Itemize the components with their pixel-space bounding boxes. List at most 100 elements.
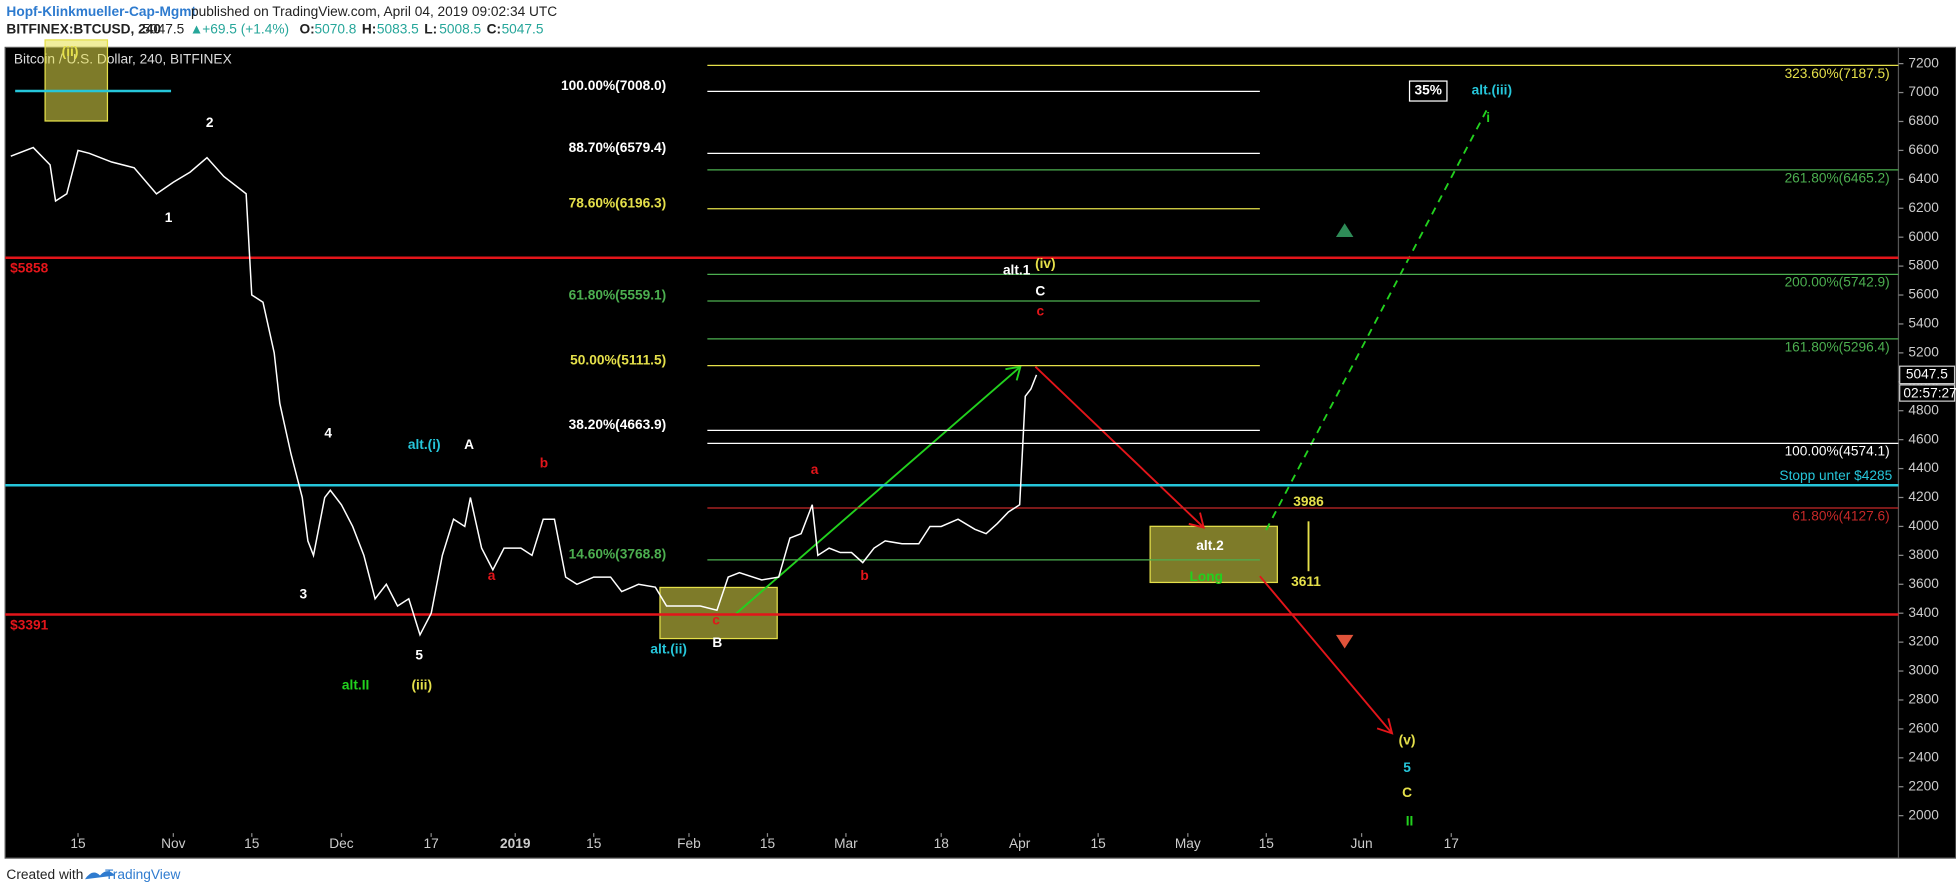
fib-label: 14.60%(3768.8) [569, 546, 667, 561]
price-tag: 5047.5 [1906, 367, 1948, 382]
wave-label: b [540, 456, 548, 471]
wave-label: B [712, 635, 722, 650]
y-tick-label: 2000 [1908, 807, 1939, 822]
y-tick-label: 5800 [1908, 258, 1939, 273]
ohlc-value: 5083.5 [377, 22, 419, 37]
wave-label: alt.II [342, 678, 369, 693]
countdown-box [1899, 384, 1956, 402]
x-tick-label: 18 [934, 836, 950, 851]
brand[interactable]: TradingView [105, 867, 181, 882]
x-tick-label: 2019 [500, 836, 531, 851]
fib-label: 78.60%(6196.3) [569, 195, 667, 210]
y-tick-label: 3000 [1908, 663, 1939, 678]
zone-box [44, 39, 109, 122]
brand-logo [85, 871, 115, 880]
ohlc-value: 5047.5 [502, 22, 544, 37]
ohlc-label: H: [362, 22, 376, 37]
plot: 2000 2200 2400 2600 2800 3000 3200 3400 3600 3800… [5, 44, 1956, 851]
y-tick-label: 5600 [1908, 287, 1939, 302]
x-tick-label: Dec [329, 836, 354, 851]
x-tick-label: 15 [760, 836, 776, 851]
ohlc-label: C: [487, 22, 501, 37]
x-tick-label: Apr [1009, 836, 1031, 851]
wave-label: A [464, 437, 474, 452]
change: +69.5 (+1.4%) [202, 22, 289, 37]
fib-label: 161.80%(5296.4) [1785, 339, 1890, 354]
y-tick-label: 6400 [1908, 171, 1939, 186]
y-tick-label: 6200 [1908, 200, 1939, 215]
wave-label: 1 [165, 210, 173, 225]
y-tick-label: 4200 [1908, 489, 1939, 504]
published: published on TradingView.com, April 04, … [191, 4, 557, 19]
x-tick-label: May [1175, 836, 1201, 851]
wave-label: (v) [1399, 732, 1416, 747]
level-label: Stopp unter $4285 [1779, 468, 1892, 483]
x-tick-label: 17 [424, 836, 439, 851]
wave-label: 3 [299, 587, 307, 602]
y-tick-label: 6600 [1908, 142, 1939, 157]
created-with: Created with [6, 867, 83, 882]
wave-label: c [712, 613, 720, 628]
projection [1265, 109, 1488, 531]
wave-label: 5 [415, 648, 423, 663]
ohlc-value: 5070.8 [314, 22, 356, 37]
level-label: $3391 [10, 617, 48, 632]
wave-label: 5 [1403, 760, 1411, 775]
zone-box [1149, 525, 1278, 584]
x-tick-label: Mar [834, 836, 858, 851]
fib-label: 61.80%(5559.1) [569, 288, 667, 303]
countdown: 02:57:27 [1903, 385, 1956, 400]
wave-label: C [1035, 283, 1045, 298]
y-tick-label: 4600 [1908, 431, 1939, 446]
down-marker [1335, 634, 1354, 649]
price-tag-box [1899, 365, 1956, 385]
wave-label: II [1406, 814, 1414, 829]
wave-label: (iii) [411, 678, 432, 693]
x-tick-label: 15 [586, 836, 602, 851]
fib-label: 323.60%(7187.5) [1785, 66, 1890, 81]
arrow [735, 365, 1022, 615]
arrow [1034, 366, 1205, 529]
x-tick-label: Feb [677, 836, 701, 851]
fib-label: 50.00%(5111.5) [570, 352, 666, 367]
ohlc-value: 5008.5 [439, 22, 481, 37]
y-tick-label: 3400 [1908, 605, 1939, 620]
wave-label: alt.2 [1196, 538, 1224, 553]
arrow [1259, 575, 1393, 734]
last-price: 5047.5 [142, 22, 184, 37]
wave-label: 3611 [1291, 574, 1321, 589]
author[interactable]: Hopf-Klinkmueller-Cap-Mgmt [6, 4, 196, 19]
wave-label: (ii) [62, 44, 79, 59]
chart-background [4, 46, 1956, 859]
wave-label: Long [1189, 569, 1222, 584]
up-arrow: ▲ [190, 22, 204, 37]
symbol: BITFINEX:BTCUSD, 240 [6, 22, 161, 37]
y-tick-label: 7200 [1908, 55, 1939, 70]
arrow-head [1188, 512, 1206, 529]
y-tick-label: 2800 [1908, 692, 1939, 707]
fib-label: 88.70%(6579.4) [569, 140, 667, 155]
wave-label: 35% [1415, 83, 1442, 98]
ohlc-label: O: [300, 22, 315, 37]
arrow-head [1376, 718, 1394, 735]
x-tick-label: Jun [1351, 836, 1373, 851]
y-tick-label: 2600 [1908, 721, 1939, 736]
fib-label: 100.00%(4574.1) [1785, 444, 1890, 459]
y-tick-label: 6800 [1908, 113, 1939, 128]
fib-label: 61.80%(4127.6) [1792, 508, 1890, 523]
y-tick-label: 3600 [1908, 576, 1939, 591]
wave-label: C [1402, 785, 1412, 800]
fib-label: 38.20%(4663.9) [569, 417, 667, 432]
ohlc-label: L: [424, 22, 437, 37]
y-tick-label: 3200 [1908, 634, 1939, 649]
price-line [10, 146, 1038, 637]
wave-label: (iv) [1035, 256, 1056, 271]
y-tick-label: 7000 [1908, 84, 1939, 99]
ohlc: O: 5070.8 H: 5083.5 L: 5008.5 C: 5047.5 [300, 22, 544, 37]
x-tick-label: 15 [1091, 836, 1107, 851]
wave-label: alt.1 [1003, 262, 1031, 277]
x-tick-label: 15 [70, 836, 86, 851]
y-tick-label: 5200 [1908, 344, 1939, 359]
y-tick-label: 6000 [1908, 229, 1939, 244]
